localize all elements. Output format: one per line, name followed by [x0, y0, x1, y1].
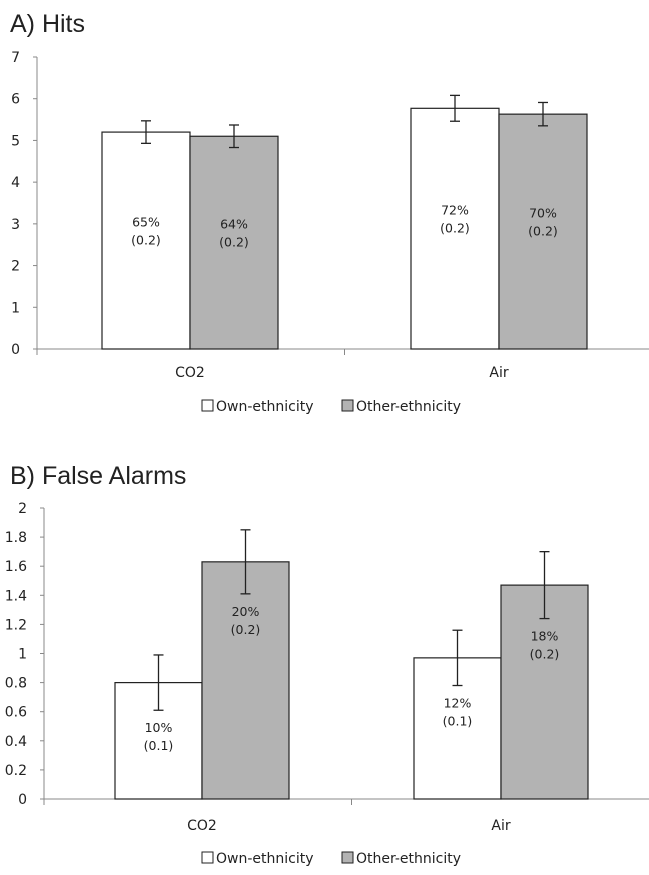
legend-swatch — [341, 851, 354, 864]
data-label: 18% — [531, 629, 559, 644]
y-tick-label: 1.6 — [5, 559, 27, 575]
y-tick-label: 1.8 — [5, 530, 27, 546]
data-label: (0.2) — [530, 647, 560, 662]
data-label: (0.1) — [144, 738, 174, 753]
y-tick-label: 0.4 — [5, 734, 27, 750]
x-category-label: CO2 — [187, 818, 217, 834]
data-label: 72% — [441, 203, 469, 218]
y-tick-label: 3 — [11, 217, 20, 233]
x-category-label: Air — [491, 818, 510, 834]
y-tick-label: 0.8 — [5, 676, 27, 692]
legend-label: Other-ethnicity — [356, 399, 461, 415]
y-tick-label: 6 — [11, 92, 20, 108]
y-tick-label: 2 — [18, 501, 27, 517]
bar-own-co2 — [101, 131, 191, 350]
legend-swatch — [341, 399, 354, 412]
legend-label: Own-ethnicity — [216, 399, 314, 415]
y-tick-label: 4 — [11, 175, 20, 191]
legend-label: Other-ethnicity — [356, 851, 461, 867]
chart-title: A) Hits — [10, 10, 85, 38]
legend-label: Own-ethnicity — [216, 851, 314, 867]
bar-other-air — [500, 584, 589, 800]
data-label: 64% — [220, 217, 248, 232]
y-tick-label: 0.2 — [5, 763, 27, 779]
y-tick-label: 7 — [11, 50, 20, 66]
legend-swatch — [201, 399, 214, 412]
y-tick-label: 0 — [18, 792, 27, 808]
y-tick-label: 2 — [11, 259, 20, 275]
legend-swatch — [201, 851, 214, 864]
x-category-label: CO2 — [175, 365, 205, 381]
data-label: (0.2) — [440, 221, 470, 236]
data-label: (0.2) — [219, 235, 249, 250]
y-tick-label: 1 — [18, 647, 27, 663]
data-label: (0.2) — [528, 224, 558, 239]
y-tick-label: 1.4 — [5, 588, 27, 604]
y-tick-label: 5 — [11, 133, 20, 149]
data-label: 70% — [529, 206, 557, 221]
y-tick-label: 0 — [11, 342, 20, 358]
data-label: (0.1) — [443, 714, 473, 729]
data-label: 12% — [444, 696, 472, 711]
data-label: (0.2) — [231, 622, 261, 637]
data-label: (0.2) — [131, 233, 161, 248]
data-label: 65% — [132, 215, 160, 230]
y-tick-label: 1.2 — [5, 617, 27, 633]
x-category-label: Air — [489, 365, 508, 381]
data-label: 10% — [145, 720, 173, 735]
bar-other-co2 — [201, 561, 290, 800]
y-tick-label: 0.6 — [5, 705, 27, 721]
data-label: 20% — [232, 604, 260, 619]
y-tick-label: 1 — [11, 300, 20, 316]
chart-title: B) False Alarms — [10, 462, 186, 490]
